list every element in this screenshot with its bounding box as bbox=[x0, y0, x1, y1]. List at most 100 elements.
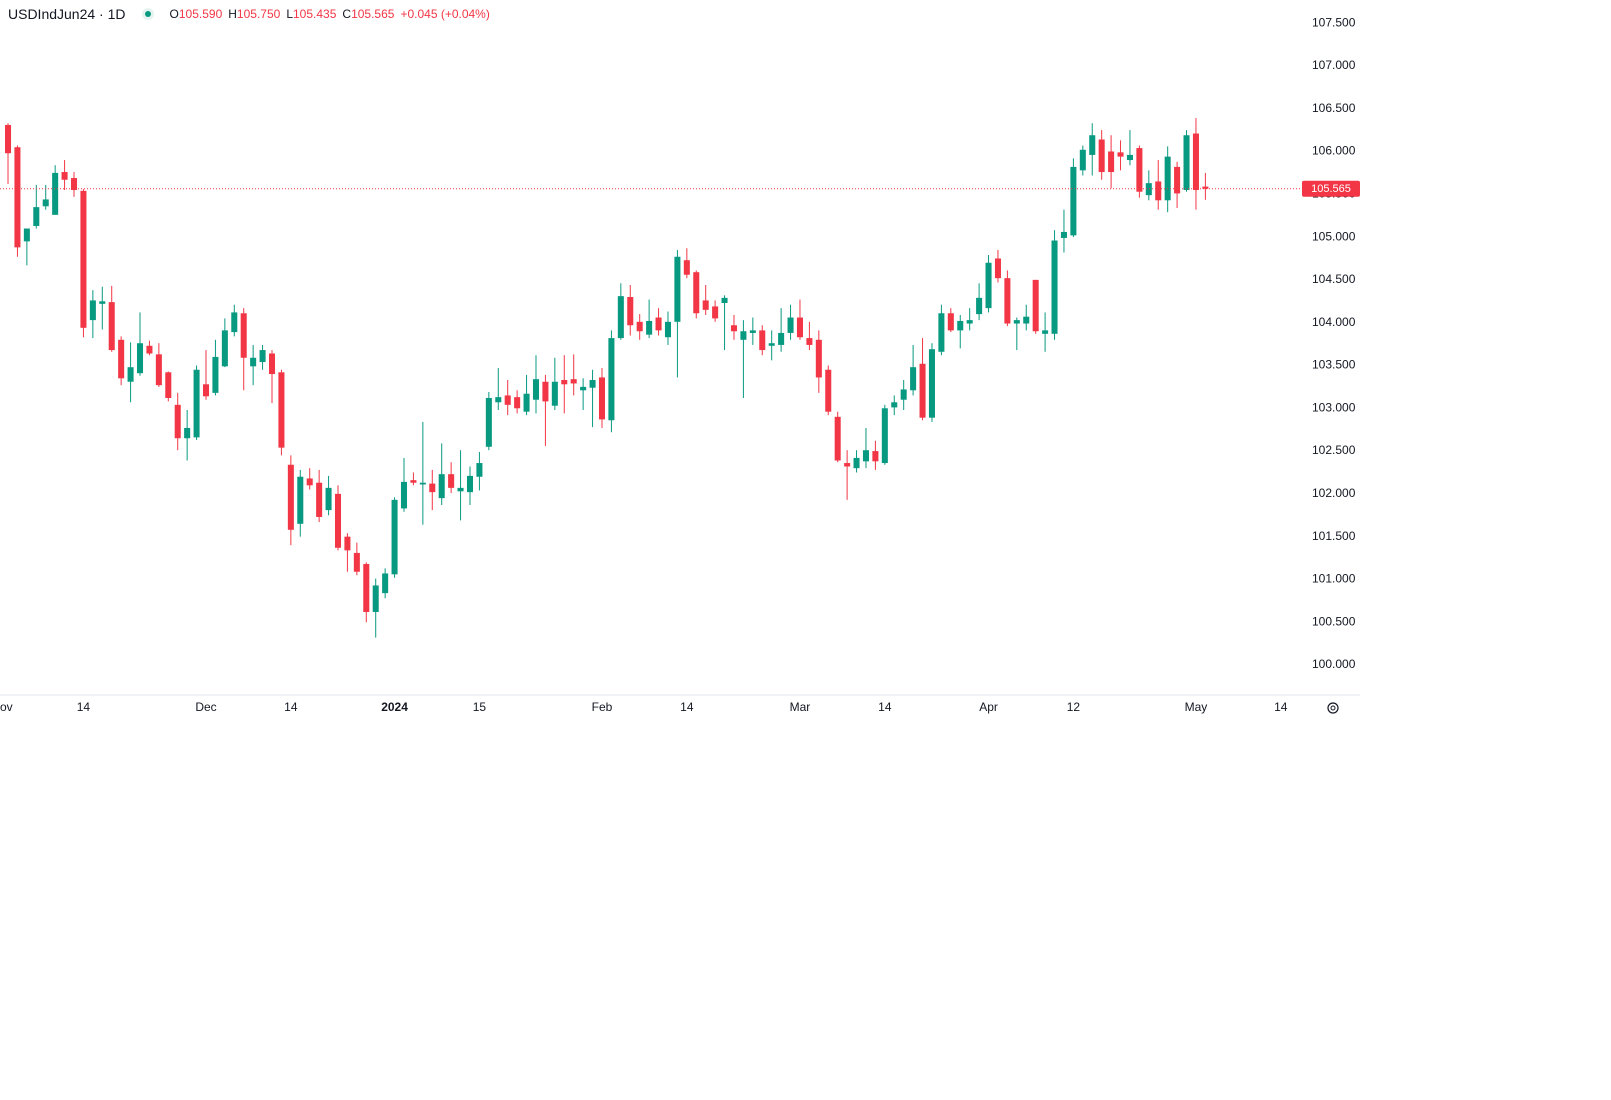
x-tick-label: Apr bbox=[979, 700, 998, 714]
ohlc-item: C 105.565 bbox=[342, 7, 394, 21]
candle-body bbox=[608, 338, 615, 421]
candle-body bbox=[193, 369, 200, 438]
ohlc-value: 105.590 bbox=[178, 7, 223, 21]
candle-body bbox=[52, 172, 59, 215]
candle-body bbox=[957, 320, 964, 331]
candle-body bbox=[1202, 186, 1209, 189]
y-tick-label: 106.500 bbox=[1312, 101, 1356, 115]
candle-body bbox=[1098, 139, 1105, 173]
candle-body bbox=[382, 573, 389, 594]
y-tick-label: 104.000 bbox=[1312, 315, 1356, 329]
candle-body bbox=[1174, 166, 1181, 194]
ohlc-key: C bbox=[342, 7, 352, 21]
candle-body bbox=[155, 354, 162, 386]
candle-body bbox=[1042, 330, 1049, 334]
candle-body bbox=[881, 408, 888, 464]
candle-body bbox=[966, 320, 973, 324]
candle-body bbox=[391, 499, 398, 575]
candle-body bbox=[693, 272, 700, 314]
candle-body bbox=[184, 427, 191, 439]
candle-body bbox=[532, 379, 540, 400]
candle-body bbox=[118, 339, 125, 379]
candle-body bbox=[33, 207, 40, 226]
candle-body bbox=[212, 356, 219, 393]
candle-body bbox=[287, 464, 294, 530]
candle-body bbox=[14, 147, 21, 248]
candle-body bbox=[1004, 278, 1011, 324]
candle-body bbox=[231, 312, 238, 333]
ohlc-item: H 105.750 bbox=[228, 7, 280, 21]
candle-body bbox=[938, 313, 945, 352]
candle-body bbox=[89, 300, 96, 321]
candle-body bbox=[334, 493, 342, 548]
y-tick-label: 102.500 bbox=[1312, 443, 1356, 457]
symbol[interactable]: USDIndJun24 · 1D bbox=[8, 6, 126, 22]
ohlc-value: 105.435 bbox=[293, 7, 337, 21]
x-tick-label: 14 bbox=[284, 700, 298, 714]
ohlc-key: O bbox=[169, 7, 179, 21]
candle-body bbox=[1089, 135, 1096, 155]
candle-body bbox=[1108, 151, 1115, 173]
candle-body bbox=[655, 317, 662, 331]
settings-icon[interactable] bbox=[1327, 702, 1339, 714]
candle-body bbox=[759, 330, 766, 351]
candle-body bbox=[240, 313, 247, 358]
candle-body bbox=[1117, 152, 1124, 157]
candle-body bbox=[325, 487, 332, 511]
candle-body bbox=[598, 377, 605, 420]
candle-body bbox=[674, 256, 681, 322]
candle-body bbox=[466, 475, 474, 493]
x-tick-label: ov bbox=[0, 700, 13, 714]
candle-body bbox=[61, 172, 68, 180]
candle-body bbox=[1183, 135, 1190, 191]
y-tick-label: 106.000 bbox=[1312, 144, 1356, 158]
x-tick-label: 14 bbox=[680, 700, 694, 714]
candle-body bbox=[919, 363, 926, 418]
ohlc-item: L 105.435 bbox=[286, 7, 336, 21]
candle-body bbox=[891, 402, 898, 408]
candle-body bbox=[1192, 133, 1199, 191]
candle-body bbox=[202, 384, 210, 397]
ohlc-key: H bbox=[228, 7, 237, 21]
candle-body bbox=[542, 381, 549, 402]
y-tick-label: 103.500 bbox=[1312, 358, 1356, 372]
y-tick-label: 102.000 bbox=[1312, 486, 1356, 500]
x-tick-label: Feb bbox=[592, 700, 613, 714]
x-tick-label: 14 bbox=[77, 700, 91, 714]
candle-body bbox=[99, 301, 106, 304]
candle-body bbox=[1060, 231, 1067, 238]
candle-body bbox=[410, 480, 417, 483]
x-tick-label: Dec bbox=[195, 700, 216, 714]
candle-body bbox=[928, 349, 935, 418]
candle-body bbox=[400, 481, 408, 509]
x-tick-label: 2024 bbox=[381, 700, 408, 714]
candle-body bbox=[589, 380, 596, 388]
candle-body bbox=[1164, 156, 1171, 201]
candle-body bbox=[561, 380, 568, 385]
candle-body bbox=[485, 397, 492, 447]
y-tick-label: 104.500 bbox=[1312, 272, 1356, 286]
candle-body bbox=[165, 372, 172, 398]
candle-body bbox=[523, 393, 530, 412]
ohlc-value: 105.565 bbox=[351, 7, 395, 21]
y-tick-label: 103.000 bbox=[1312, 400, 1356, 414]
x-tick-label: May bbox=[1185, 700, 1208, 714]
candle-body bbox=[259, 350, 266, 363]
x-tick-label: 14 bbox=[878, 700, 892, 714]
candle-body bbox=[1126, 154, 1133, 161]
candle-body bbox=[146, 345, 153, 354]
candle-body bbox=[778, 332, 785, 345]
candle-body bbox=[70, 178, 78, 191]
candle-body bbox=[910, 367, 917, 391]
candle-body bbox=[1145, 183, 1152, 196]
candle-body bbox=[1032, 279, 1039, 332]
candle-body bbox=[353, 552, 360, 572]
ohlc-item: O 105.590 bbox=[170, 7, 223, 21]
x-tick-label: 12 bbox=[1067, 700, 1081, 714]
candle-body bbox=[844, 463, 851, 467]
ohlc-key: L bbox=[286, 7, 293, 21]
legend-header: USDIndJun24 · 1D O 105.590 H 105.750 L 105.43… bbox=[8, 6, 490, 22]
candle-body bbox=[570, 379, 577, 384]
